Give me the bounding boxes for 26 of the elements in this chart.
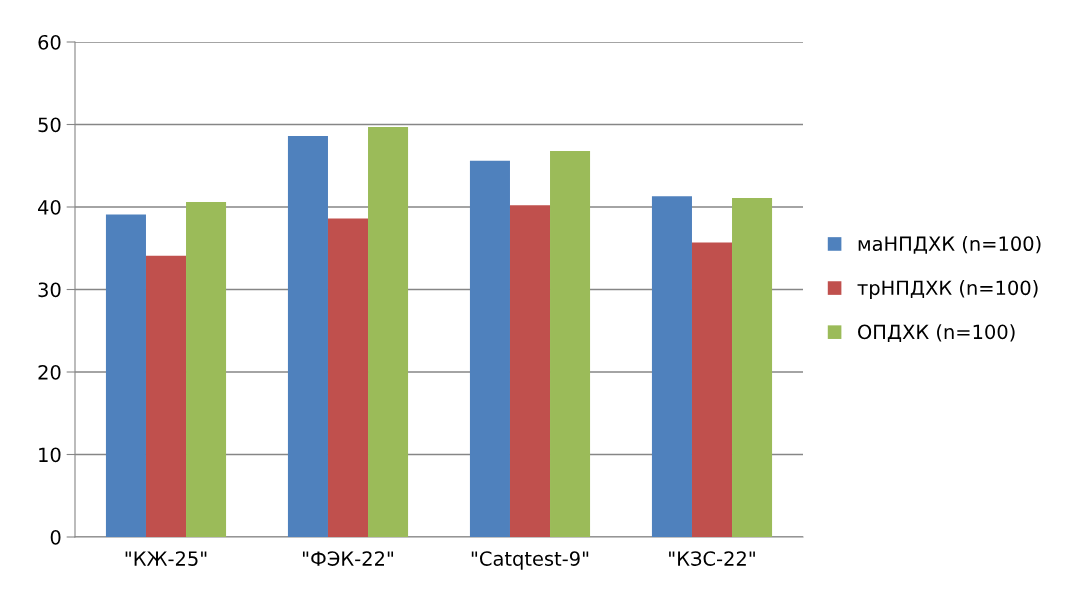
bar: [691, 242, 733, 537]
bar: [287, 136, 328, 537]
bar: [550, 150, 591, 537]
y-tick-label: 40: [38, 199, 61, 215]
y-tick-label: 30: [38, 282, 61, 298]
y-tick-label: 50: [38, 117, 61, 133]
bar: [105, 214, 146, 537]
bar: [509, 205, 551, 537]
x-tick-label: "Catqtest-9": [471, 551, 589, 570]
x-tick-label: "КЖ-25": [125, 551, 207, 566]
legend-label: ОПДХК (n=100): [858, 324, 1015, 343]
y-tick-label: 20: [38, 364, 61, 380]
x-tick-label: "КЗС-22": [669, 551, 755, 566]
y-tick-label: 10: [39, 447, 61, 463]
y-tick-label: 0: [50, 529, 61, 545]
bar: [145, 255, 187, 537]
x-tick-label: "ФЭК-22": [302, 551, 394, 566]
legend-label: трНПДХК (n=100): [857, 280, 1038, 299]
y-tick-label: 60: [38, 34, 61, 50]
bar: [327, 218, 369, 537]
bar: [368, 126, 409, 537]
bar: [651, 196, 692, 537]
bar: [186, 202, 227, 537]
legend-label: маНПДХК (n=100): [858, 236, 1041, 254]
bar: [469, 160, 510, 537]
bar: [732, 197, 773, 537]
